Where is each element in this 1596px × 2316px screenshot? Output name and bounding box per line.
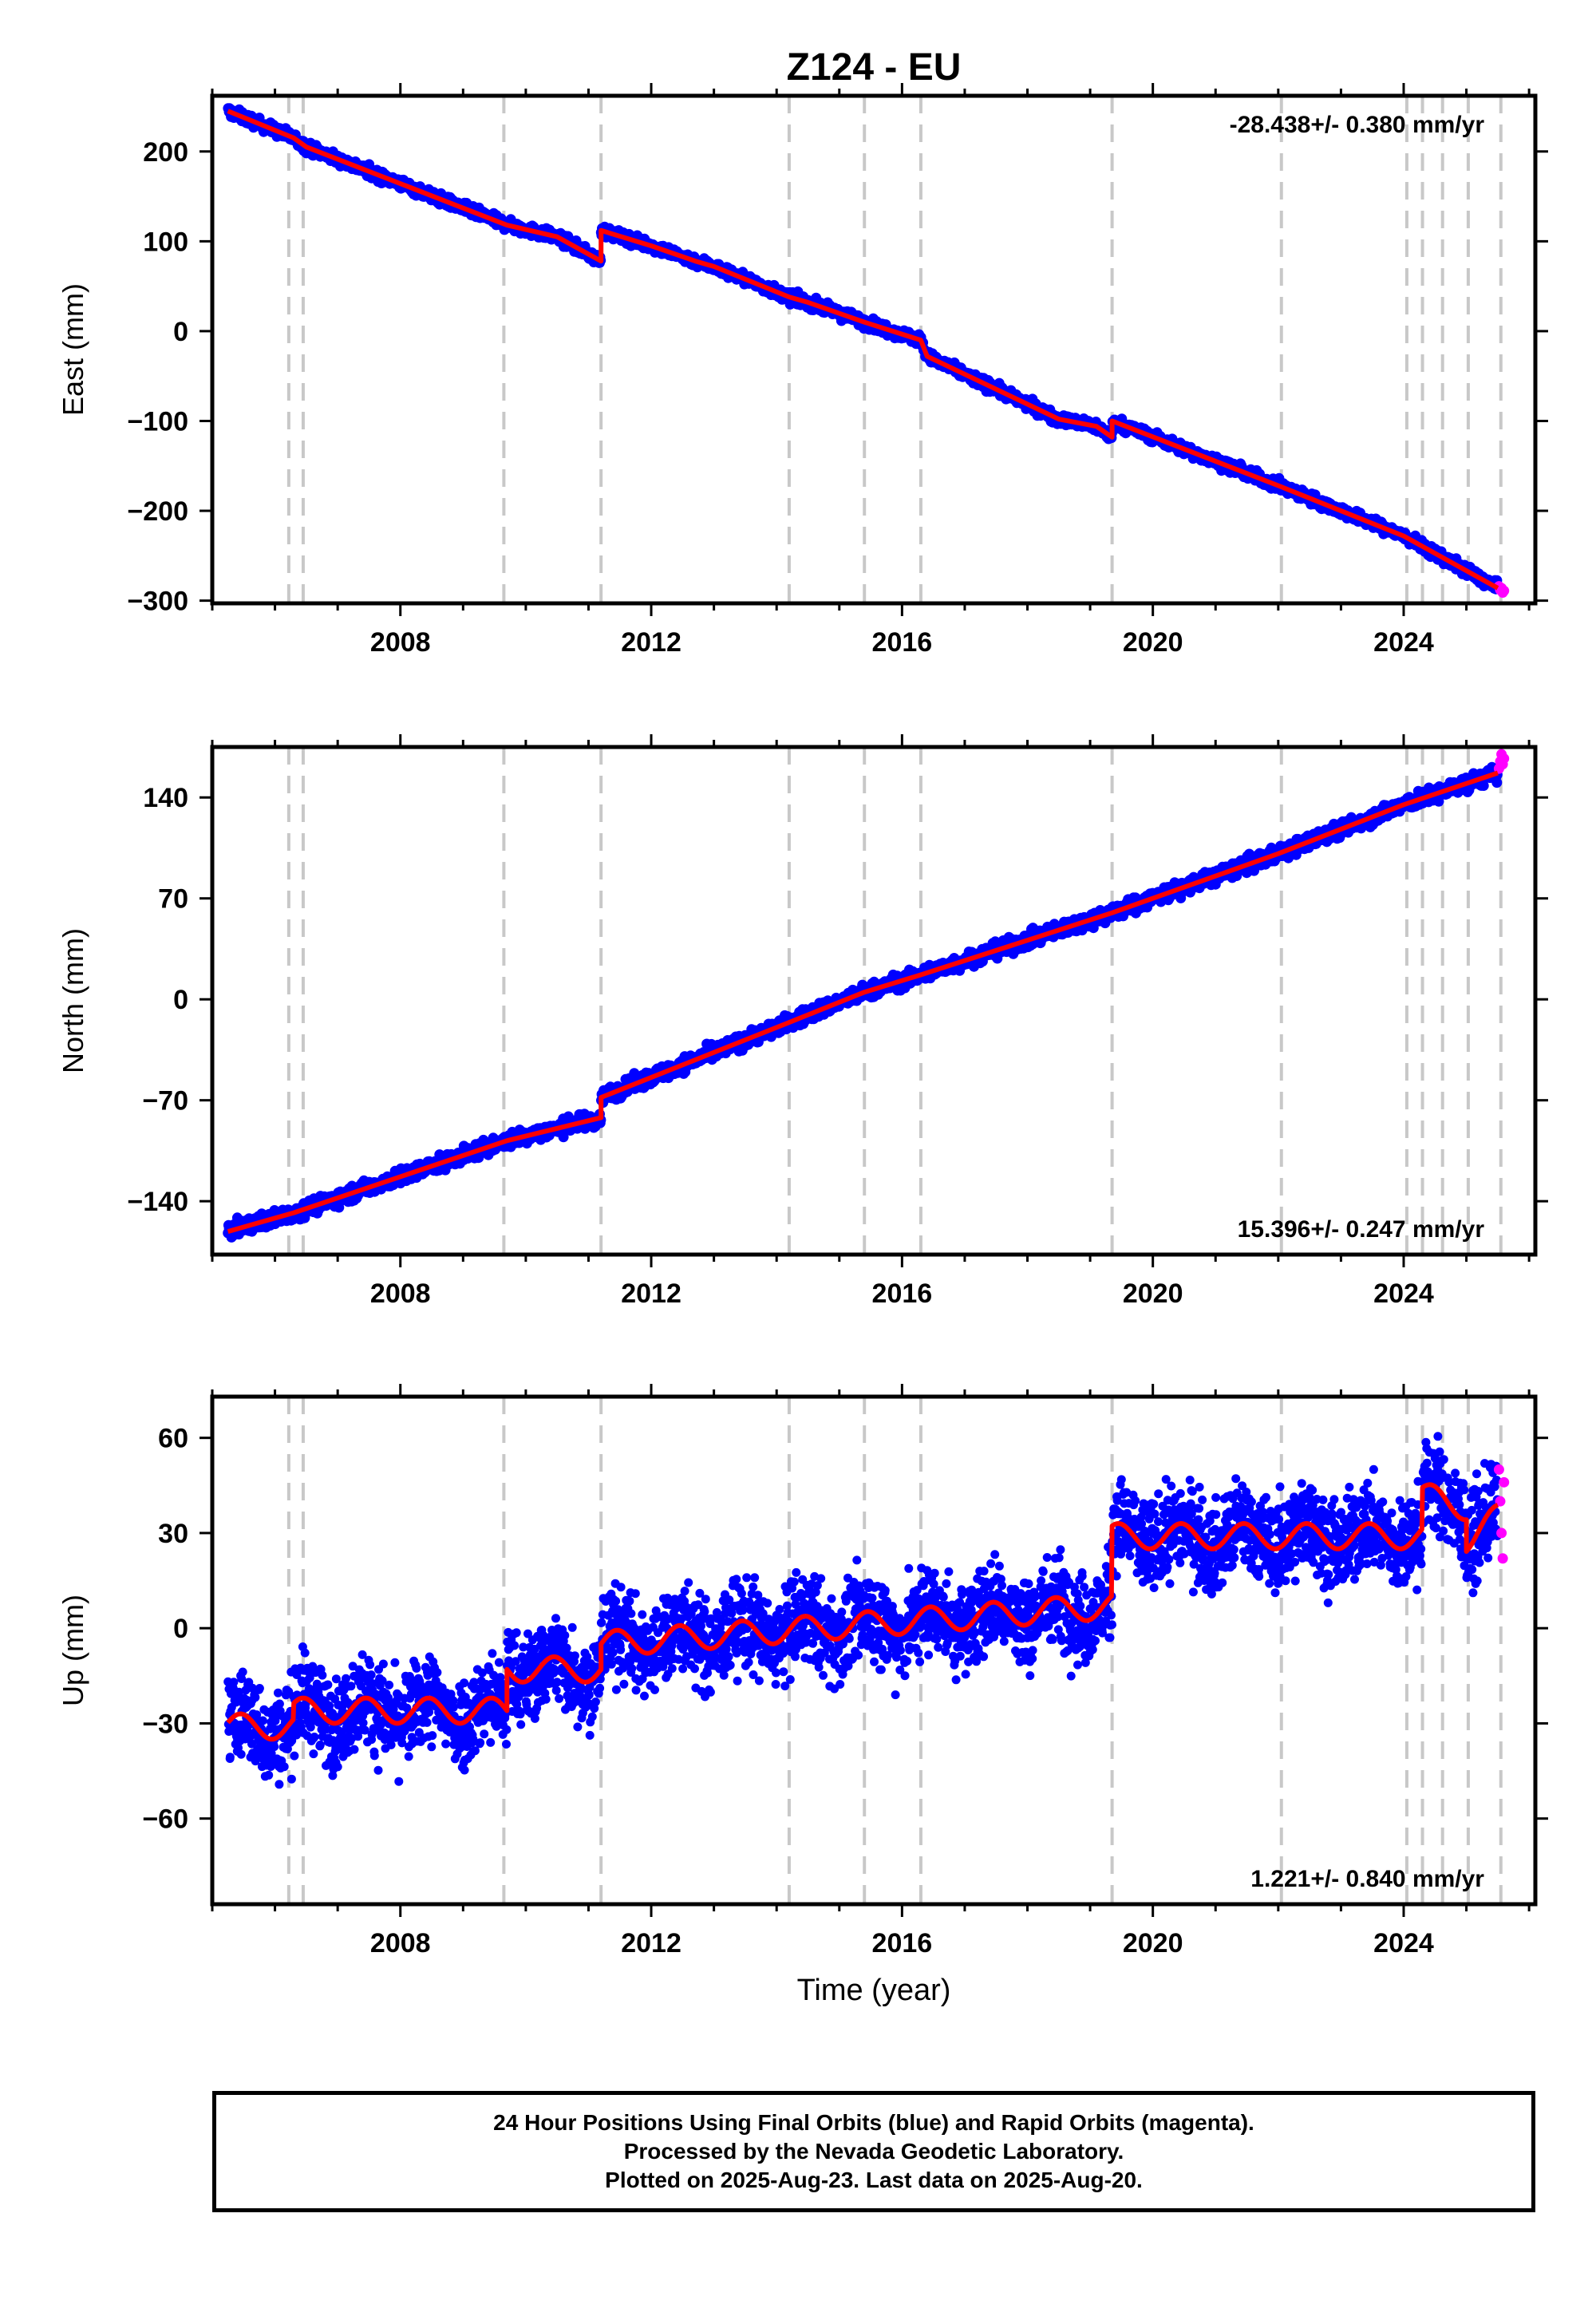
x-tick-label: 2008 bbox=[370, 627, 431, 658]
up-final-points bbox=[223, 1432, 1502, 1789]
x-tick-label: 2012 bbox=[621, 627, 681, 658]
y-tick-label: −300 bbox=[127, 587, 188, 617]
north-frame bbox=[210, 745, 1538, 1257]
up-rapid-point bbox=[1497, 1553, 1508, 1564]
x-axis-label: Time (year) bbox=[797, 1974, 951, 2007]
y-tick-label: 70 bbox=[158, 884, 188, 915]
x-tick-label: 2016 bbox=[872, 1928, 933, 1958]
x-tick-label: 2020 bbox=[1123, 1928, 1183, 1958]
east-rate-label: -28.438+/- 0.380 mm/yr bbox=[1230, 112, 1485, 138]
x-tick-label: 2012 bbox=[621, 1928, 681, 1958]
north-rapid-point bbox=[1499, 753, 1510, 764]
panel-east: 2008 2012 2016 2020 2024 200 100 0 −100 −200 −300 E… bbox=[57, 83, 1548, 658]
y-tick-label: −30 bbox=[142, 1709, 188, 1739]
x-tick-label: 2016 bbox=[872, 1279, 933, 1309]
up-model-line bbox=[226, 1482, 1499, 1742]
north-model-line bbox=[227, 770, 1499, 1234]
footer-line-3: Plotted on 2025-Aug-23. Last data on 202… bbox=[605, 2168, 1143, 2192]
footer-line-1: 24 Hour Positions Using Final Orbits (bl… bbox=[493, 2110, 1254, 2135]
y-tick-label: 30 bbox=[158, 1519, 188, 1549]
plot-area bbox=[223, 96, 1510, 603]
x-tick-label: 2008 bbox=[370, 1928, 431, 1958]
up-rate-label: 1.221+/- 0.840 mm/yr bbox=[1250, 1866, 1484, 1892]
up-frame bbox=[210, 1394, 1538, 1907]
up-rapid-point bbox=[1493, 1464, 1504, 1475]
x-tick-label: 2008 bbox=[370, 1279, 431, 1309]
x-tick-label: 2020 bbox=[1123, 627, 1183, 658]
y-tick-label: 60 bbox=[158, 1424, 188, 1454]
y-tick-label: 0 bbox=[173, 1614, 188, 1644]
y-tick-label: 140 bbox=[143, 783, 188, 813]
y-tick-label: −70 bbox=[142, 1086, 188, 1117]
north-final-points bbox=[223, 761, 1503, 1243]
y-tick-label: −140 bbox=[127, 1187, 188, 1217]
y-tick-label: 0 bbox=[173, 985, 188, 1015]
x-tick-label: 2016 bbox=[872, 627, 933, 658]
footer-box: 24 Hour Positions Using Final Orbits (bl… bbox=[212, 2091, 1535, 2212]
x-tick-label: 2024 bbox=[1373, 627, 1434, 658]
east-model-line bbox=[227, 109, 1499, 591]
up-rapid-point bbox=[1499, 1476, 1510, 1488]
panel-north: 2008 2012 2016 2020 2024 140 70 0 −70 −140 North (… bbox=[57, 734, 1548, 1309]
y-tick-label: 200 bbox=[143, 137, 188, 168]
x-tick-label: 2024 bbox=[1373, 1279, 1434, 1309]
east-final-points bbox=[223, 103, 1503, 595]
y-tick-label: 100 bbox=[143, 227, 188, 257]
y-tick-label: −200 bbox=[127, 496, 188, 527]
x-tick-label: 2020 bbox=[1123, 1279, 1183, 1309]
north-ylabel: North (mm) bbox=[57, 928, 89, 1073]
east-frame bbox=[210, 93, 1538, 606]
y-tick-label: 0 bbox=[173, 317, 188, 347]
up-ylabel: Up (mm) bbox=[57, 1595, 89, 1706]
up-rapid-point bbox=[1495, 1496, 1506, 1507]
panels: 2008 2012 2016 2020 20242001000−100−200−300E… bbox=[57, 83, 1548, 2007]
panel-up: 2008 2012 2016 2020 2024 60 30 0 −30 −60 Up (mm) 1.… bbox=[57, 1384, 1548, 2007]
y-tick-label: −100 bbox=[127, 406, 188, 437]
chart-title: Z124 - EU bbox=[787, 46, 962, 89]
x-tick-label: 2024 bbox=[1373, 1928, 1434, 1958]
plot-area bbox=[223, 747, 1510, 1255]
y-tick-label: −60 bbox=[142, 1804, 188, 1835]
plot-area bbox=[223, 1397, 1510, 1904]
east-rapid-point bbox=[1499, 585, 1510, 596]
footer-line-2: Processed by the Nevada Geodetic Laborat… bbox=[623, 2139, 1124, 2164]
up-rapid-point bbox=[1496, 1528, 1507, 1539]
east-ylabel: East (mm) bbox=[57, 283, 89, 416]
x-tick-label: 2012 bbox=[621, 1279, 681, 1309]
north-rate-label: 15.396+/- 0.247 mm/yr bbox=[1238, 1216, 1485, 1243]
